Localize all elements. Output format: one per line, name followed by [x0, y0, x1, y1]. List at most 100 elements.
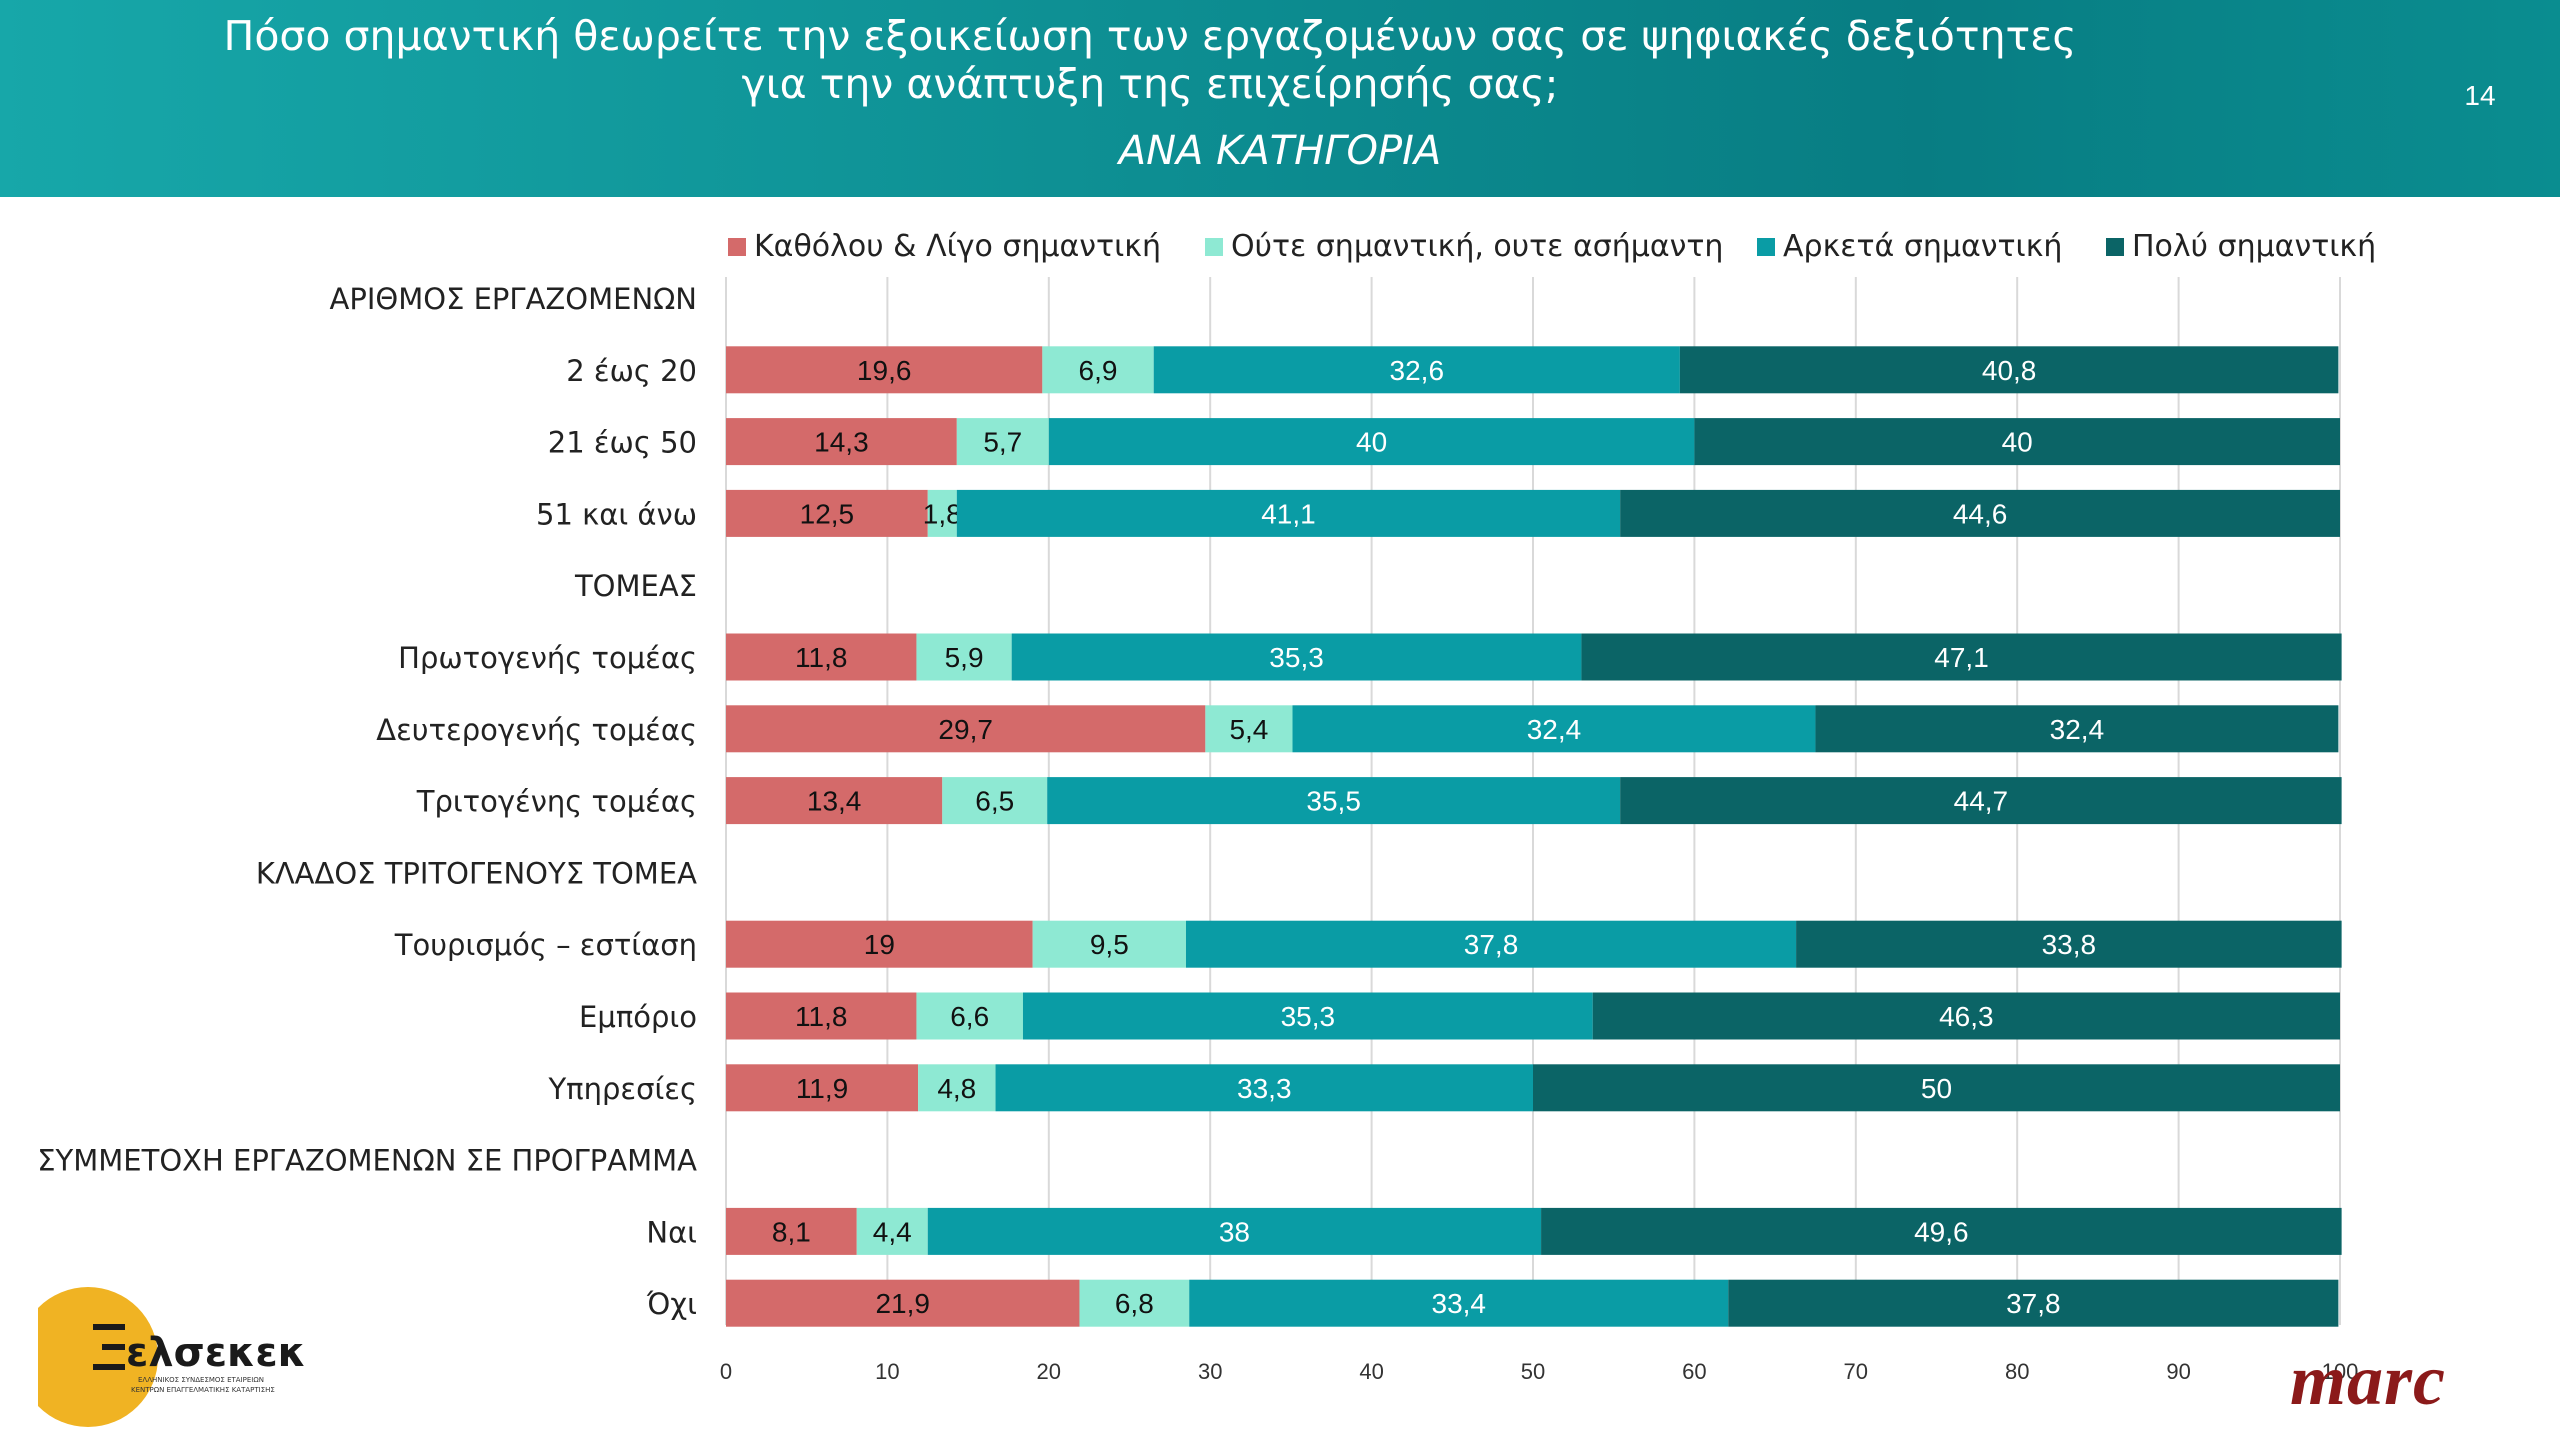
bar-segment [1048, 418, 1695, 466]
data-label: 13,4 [807, 786, 862, 817]
category-label: 51 και άνω [536, 497, 697, 531]
bar-segment [1533, 1064, 2340, 1112]
legend-swatch [728, 238, 746, 256]
legend-swatch [2106, 238, 2124, 256]
data-label: 11,8 [795, 1001, 847, 1032]
bar-segment [995, 1064, 1533, 1112]
x-tick-label: 30 [1198, 1359, 1222, 1384]
data-label: 50 [1921, 1073, 1952, 1104]
bar-segment [1292, 705, 1816, 753]
data-label: 6,6 [950, 1001, 989, 1032]
data-label: 4,8 [937, 1073, 976, 1104]
data-label: 33,8 [2042, 929, 2097, 960]
category-label: Υπηρεσίες [547, 1072, 697, 1106]
data-label: 32,6 [1390, 355, 1445, 386]
data-label: 4,4 [873, 1216, 912, 1247]
elsekek-logo-bar [93, 1364, 125, 1370]
data-label: 11,8 [795, 642, 847, 673]
data-label: 49,6 [1914, 1216, 1969, 1247]
data-label: 40 [2002, 427, 2033, 458]
bar-segment [1796, 920, 2342, 968]
bar-segment [1592, 992, 2340, 1040]
header-banner: Πόσο σημαντική θεωρείτε την εξοικείωση τ… [0, 0, 2560, 197]
x-tick-label: 20 [1037, 1359, 1061, 1384]
data-label: 37,8 [2006, 1288, 2061, 1319]
data-label: 5,9 [945, 642, 984, 673]
category-label: Όχι [646, 1287, 697, 1321]
x-tick-label: 0 [720, 1359, 732, 1384]
bar-segment [1042, 346, 1154, 394]
bar-segment [1153, 346, 1680, 394]
data-label: 6,9 [1079, 355, 1118, 386]
bar-segment [1620, 777, 2342, 825]
bar-segment [726, 920, 1033, 968]
data-label: 1,8 [923, 498, 962, 529]
elsekek-logo-tagline: ΚΕΝΤΡΩΝ ΕΠΑΓΓΕΛΜΑΤΙΚΗΣ ΚΑΤΑΡΤΙΣΗΣ [131, 1386, 275, 1394]
data-label: 5,7 [983, 427, 1022, 458]
data-label: 6,8 [1115, 1288, 1154, 1319]
data-label: 11,9 [796, 1073, 848, 1104]
data-label: 41,1 [1261, 498, 1316, 529]
category-label: Δευτερογενής τομέας [376, 713, 697, 747]
bar-segment [856, 1207, 928, 1255]
data-label: 32,4 [2050, 714, 2105, 745]
bar-segment [726, 1064, 919, 1112]
marc-logo: marc [2290, 1340, 2446, 1420]
bar-segment [1047, 777, 1621, 825]
legend-label: Καθόλου & Λίγο σημαντική [754, 229, 1161, 264]
bar-segment [1205, 705, 1293, 753]
page-number: 14 [2464, 80, 2496, 111]
bar-segment [1581, 633, 2342, 681]
data-label: 35,5 [1306, 786, 1361, 817]
data-label: 44,6 [1953, 498, 2008, 529]
bar-segment [726, 992, 917, 1040]
group-heading: ΣΥΜΜΕΤΟΧΗ ΕΡΓΑΖΟΜΕΝΩΝ ΣΕ ΠΡΟΓΡΑΜΜΑ [37, 1144, 697, 1178]
data-label: 44,7 [1954, 786, 2009, 817]
data-label: 9,5 [1090, 929, 1129, 960]
category-label: Εμπόριο [579, 1000, 697, 1034]
data-label: 29,7 [938, 714, 993, 745]
data-label: 19,6 [857, 355, 912, 386]
bar-segment [1185, 920, 1797, 968]
bar-segment [726, 1207, 857, 1255]
data-label: 8,1 [772, 1216, 811, 1247]
bar-segment [726, 489, 928, 537]
data-label: 12,5 [800, 498, 855, 529]
bar-segment [916, 992, 1023, 1040]
bar-segment [726, 633, 917, 681]
data-label: 5,4 [1229, 714, 1268, 745]
x-tick-label: 100 [2322, 1359, 2359, 1384]
bar-segment [726, 346, 1043, 394]
bar-segment [1011, 633, 1582, 681]
elsekek-logo-text: ελσεκεκ [126, 1330, 306, 1376]
bar-segment [726, 418, 957, 466]
legend-label: Πολύ σημαντική [2132, 229, 2376, 264]
bar-segment [927, 1207, 1542, 1255]
data-label: 46,3 [1939, 1001, 1994, 1032]
data-label: 6,5 [975, 786, 1014, 817]
bar-segment [1541, 1207, 2342, 1255]
bar-segment [1620, 489, 2340, 537]
data-label: 40,8 [1982, 355, 2037, 386]
legend-swatch [1205, 238, 1223, 256]
group-heading: ΤΟΜΕΑΣ [574, 569, 697, 603]
bar-segment [1815, 705, 2339, 753]
category-label: 2 έως 20 [566, 354, 697, 388]
bar-segment [1032, 920, 1186, 968]
x-tick-label: 60 [1682, 1359, 1706, 1384]
data-label: 40 [1356, 427, 1387, 458]
data-label: 37,8 [1464, 929, 1519, 960]
bar-segment [1189, 1279, 1729, 1327]
data-label: 35,3 [1269, 642, 1324, 673]
category-label: Πρωτογενής τομέας [398, 641, 697, 675]
page-subtitle: ΑΝΑ ΚΑΤΗΓΟΡΙΑ [1118, 128, 1442, 174]
elsekek-logo-circle [38, 1287, 158, 1427]
x-tick-label: 90 [2166, 1359, 2190, 1384]
bar-segment [1022, 992, 1593, 1040]
category-label: 21 έως 50 [548, 426, 697, 460]
data-label: 38 [1219, 1216, 1250, 1247]
stacked-bar-chart: 0 10 20 30 40 50 60 70 80 90 100 Καθόλου & Λίγο σημ… [37, 229, 2376, 1384]
data-label: 33,3 [1237, 1073, 1292, 1104]
bar-segment [927, 489, 957, 537]
x-tick-label: 10 [875, 1359, 899, 1384]
